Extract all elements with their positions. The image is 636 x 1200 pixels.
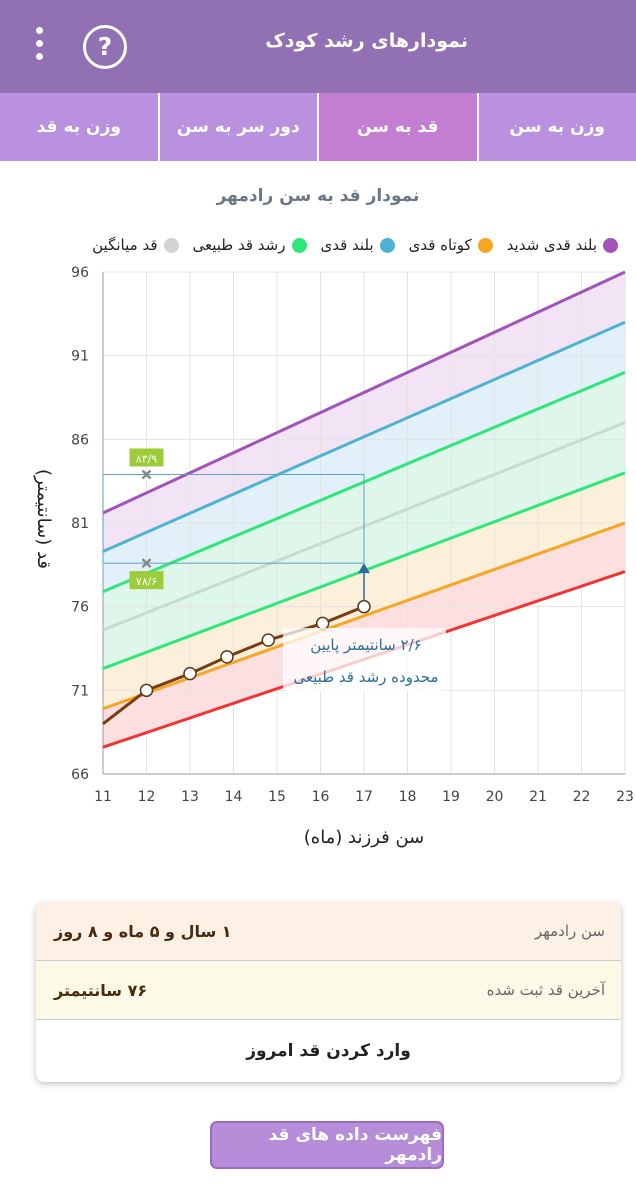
last-height-row: آخرین قد ثبت شده ۷۶ سانتیمتر: [36, 961, 621, 1020]
marker-cross: [141, 469, 152, 480]
annotation-background: [283, 628, 446, 692]
x-tick-label: 11: [94, 789, 112, 805]
age-row: سن رادمهر ۱ سال و ۵ ماه و ۸ روز: [36, 902, 621, 961]
x-tick-label: 20: [486, 789, 504, 805]
age-value: ۱ سال و ۵ ماه و ۸ روز: [54, 921, 232, 941]
legend-label: قد میانگین: [92, 236, 158, 254]
measurement-point: [357, 599, 371, 614]
marker-cross: [141, 558, 152, 569]
overflow-menu-icon[interactable]: [36, 27, 44, 67]
legend-item: بلند قدی: [321, 236, 395, 254]
app-title: نمودارهای رشد کودک: [265, 30, 468, 52]
legend-dot: [163, 237, 179, 253]
y-tick-label: 66: [71, 767, 89, 783]
legend-dot: [603, 237, 618, 253]
measurement-point: [183, 666, 197, 681]
x-tick-label: 16: [312, 789, 330, 805]
last-height-label: آخرین قد ثبت شده: [486, 981, 605, 999]
marker-badge: [129, 448, 164, 467]
height-age-chart: 11 12 13 14 15 16 17 18 19 20 21 22 23 66 71 76 81 86 91 96…: [33, 265, 634, 848]
x-tick-label: 18: [399, 789, 417, 805]
age-label: سن رادمهر: [534, 922, 605, 940]
y-tick-label: 86: [71, 432, 89, 448]
legend-item: رشد قد طبیعی: [193, 236, 307, 254]
annotation-line2: محدوده رشد قد طبیعی: [293, 668, 438, 686]
info-card: سن رادمهر ۱ سال و ۵ ماه و ۸ روز آخرین قد…: [36, 902, 621, 1082]
legend-dot: [291, 237, 307, 253]
enter-height-button[interactable]: وارد کردن قد امروز: [246, 1041, 411, 1061]
marker-badge: [129, 571, 164, 590]
x-tick-label: 12: [138, 789, 156, 805]
x-axis-label: سن فرزند (ماه): [304, 827, 425, 848]
y-tick-label: 96: [71, 265, 89, 281]
normal-range-box: [102, 473, 365, 564]
measurement-point: [139, 683, 154, 698]
legend-dot: [477, 237, 493, 253]
legend-dot: [379, 237, 395, 253]
x-tick-label: 14: [225, 789, 243, 805]
deficit-arrow-head: [358, 563, 370, 574]
y-tick-label: 81: [71, 516, 89, 532]
marker-label: ۸۳/۹: [136, 452, 158, 465]
x-tick-label: 22: [573, 789, 591, 805]
measurement-point: [315, 616, 330, 631]
measurement-point: [261, 633, 276, 647]
legend-item: کوتاه قدی: [409, 236, 493, 254]
x-tick-label: 15: [268, 789, 286, 805]
x-tick-label: 13: [181, 789, 199, 805]
chart-title: نمودار قد به سن رادمهر: [216, 186, 420, 206]
legend-label: بلند قدی: [320, 236, 374, 254]
chart-legend: بلند قدی شدید کوتاه قدی بلند قدی رشد قد …: [92, 236, 618, 254]
height-list-button[interactable]: فهرست داده های قد رادمهر: [210, 1121, 444, 1169]
app-bar: ? نمودارهای رشد کودک: [0, 0, 636, 93]
legend-item: بلند قدی شدید: [507, 236, 618, 254]
last-height-value: ۷۶ سانتیمتر: [54, 980, 148, 1000]
legend-item: قد میانگین: [92, 236, 179, 254]
tab-weight-to-age[interactable]: وزن به سن: [476, 93, 636, 161]
y-tick-label: 91: [71, 349, 89, 365]
annotation-line1: ۲/۶ سانتیمتر پایین: [310, 636, 421, 655]
x-tick-label: 19: [442, 789, 460, 805]
x-tick-label: 23: [616, 789, 634, 805]
x-tick-label: 21: [529, 789, 547, 805]
y-tick-label: 71: [71, 683, 89, 699]
y-tick-label: 76: [71, 600, 89, 616]
legend-label: بلند قدی شدید: [506, 236, 597, 254]
marker-label: ۷۸/۶: [136, 575, 157, 588]
tab-height-to-age[interactable]: قد به سن: [317, 93, 477, 161]
legend-label: کوتاه قدی: [408, 236, 472, 254]
legend-label: رشد قد طبیعی: [192, 236, 286, 254]
x-tick-label: 17: [355, 789, 373, 805]
series-line: [102, 320, 626, 553]
series-line: [102, 270, 626, 515]
help-icon[interactable]: ?: [83, 25, 127, 69]
y-axis-label: قد (سانتیمتر): [33, 469, 54, 569]
tab-head-to-age[interactable]: دور سر به سن: [157, 93, 318, 161]
tab-bar: وزن به قد دور سر به سن قد به سن وزن به س…: [0, 93, 636, 161]
measurement-point: [220, 650, 234, 664]
tab-weight-to-height[interactable]: وزن به قد: [36, 117, 121, 137]
